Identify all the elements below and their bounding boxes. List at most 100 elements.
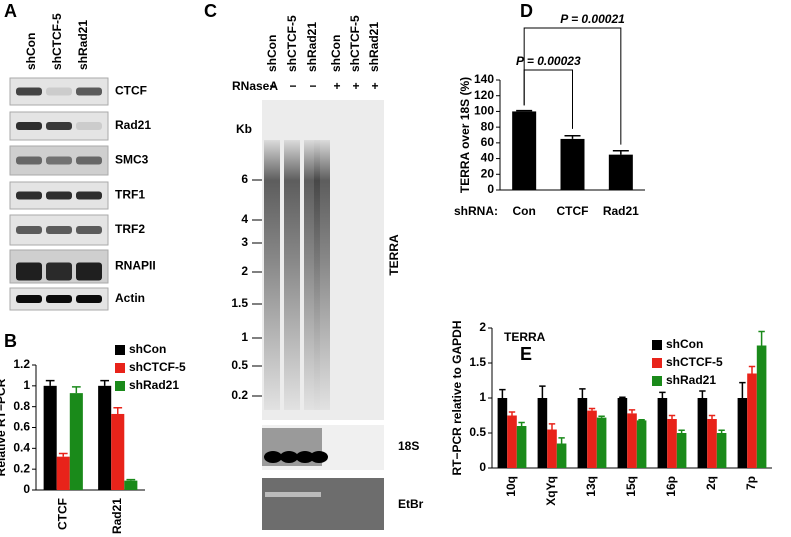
y-tick-label: 0.2: [13, 461, 30, 475]
probe-label: EtBr: [398, 497, 424, 511]
size-marker: 2: [241, 264, 248, 278]
bar: [43, 385, 57, 490]
error-bar: [58, 452, 68, 457]
size-marker: 1.5: [231, 296, 248, 310]
error-bar: [558, 437, 565, 444]
bar: [636, 420, 647, 468]
panel-label: D: [520, 1, 533, 21]
y-tick-label: 60: [481, 135, 495, 149]
panel-label: C: [204, 1, 217, 21]
band: [296, 451, 314, 463]
size-marker: 0.5: [231, 358, 248, 372]
error-bar: [508, 411, 516, 416]
panel-label: B: [4, 331, 17, 351]
size-marker: 1: [241, 330, 248, 344]
error-bar: [100, 379, 110, 386]
band: [16, 262, 42, 281]
band: [46, 191, 72, 200]
legend-label: shRad21: [666, 373, 716, 387]
band: [16, 87, 42, 96]
band: [76, 87, 102, 96]
band: [16, 156, 42, 165]
bar: [737, 398, 748, 468]
legend-swatch: [115, 363, 125, 373]
error-bar: [579, 388, 586, 398]
error-bar: [699, 390, 706, 398]
lane-label: shCTCF-5: [285, 15, 299, 72]
y-axis-label: Relative RT−PCR: [0, 378, 8, 476]
bar: [516, 426, 527, 468]
legend-swatch: [115, 381, 125, 391]
bar: [577, 398, 588, 468]
error-bar: [71, 386, 81, 394]
bar: [497, 398, 508, 468]
blot: [262, 478, 384, 530]
y-tick-label: 1: [23, 378, 30, 392]
error-bar: [518, 421, 525, 426]
band: [76, 191, 102, 200]
p-value: P = 0.00021: [560, 12, 625, 26]
error-bar: [659, 391, 666, 398]
chart-title: TERRA: [504, 330, 546, 344]
size-marker: 0.2: [231, 388, 248, 402]
legend-swatch: [652, 376, 662, 386]
y-tick-label: 120: [474, 88, 494, 102]
panel-label: A: [4, 1, 17, 21]
bar: [124, 480, 138, 490]
size-marker: 3: [241, 235, 248, 249]
smear: [264, 140, 280, 410]
bar: [667, 419, 677, 468]
error-bar: [516, 109, 533, 112]
bar: [512, 111, 537, 190]
treatment-sign: +: [371, 79, 378, 93]
bar: [98, 385, 112, 490]
p-value: P = 0.00023: [516, 54, 581, 68]
error-bar: [598, 415, 605, 418]
bar: [56, 456, 70, 490]
bar: [657, 398, 668, 468]
size-unit: Kb: [236, 122, 252, 136]
band: [264, 451, 282, 463]
band: [46, 226, 72, 234]
band: [46, 295, 72, 303]
band: [280, 451, 298, 463]
band-label: TRF2: [115, 222, 145, 236]
bar: [587, 410, 597, 468]
error-bar: [708, 414, 716, 419]
lane-label: shCon: [329, 35, 343, 72]
y-tick-label: 0: [23, 482, 30, 496]
error-bar: [628, 409, 636, 414]
band: [16, 295, 42, 303]
band: [265, 492, 321, 497]
smear: [314, 140, 330, 410]
band: [76, 295, 102, 303]
probe-label: 18S: [398, 439, 419, 453]
treatment-label: RNaseA: [232, 79, 278, 93]
band-label: TRF1: [115, 188, 145, 202]
band-label: CTCF: [115, 84, 147, 98]
bar: [716, 433, 727, 468]
error-bar: [113, 406, 123, 414]
legend-label: shCon: [666, 337, 703, 351]
band: [76, 122, 102, 130]
bar: [676, 433, 687, 468]
bar: [507, 415, 517, 468]
band: [76, 226, 102, 234]
bar: [596, 417, 607, 468]
y-tick-label: 0.8: [13, 399, 30, 413]
y-tick-label: 40: [481, 151, 495, 165]
legend-swatch: [652, 340, 662, 350]
band: [46, 262, 72, 281]
legend-label: shCTCF-5: [129, 360, 186, 374]
bar: [747, 373, 757, 468]
y-tick-label: 1: [479, 390, 486, 404]
y-tick-label: 1.2: [13, 357, 30, 371]
band: [46, 122, 72, 130]
band: [310, 451, 328, 463]
band: [46, 156, 72, 165]
lane-label: shRad21: [305, 22, 319, 72]
error-bar: [619, 396, 626, 399]
y-tick-label: 100: [474, 104, 494, 118]
band-label: RNAPII: [115, 259, 156, 273]
y-tick-label: 0: [487, 182, 494, 196]
